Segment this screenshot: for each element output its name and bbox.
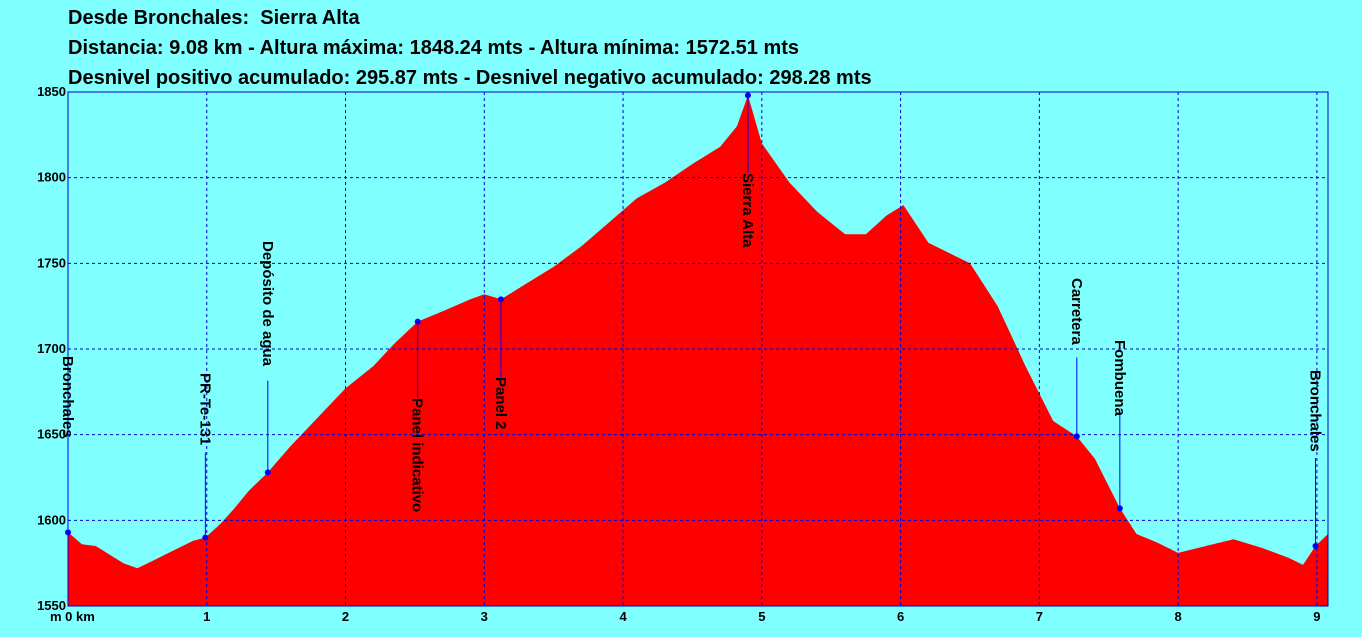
y-tick-label: 1800 [37, 170, 66, 185]
waypoint-label: Panel 2 [492, 377, 509, 430]
chart-subtitle-elevation: Desnivel positivo acumulado: 295.87 mts … [68, 67, 872, 89]
y-tick-label: 1550 [37, 598, 66, 613]
x-tick-label: 9 [1313, 609, 1320, 624]
waypoint-marker [414, 318, 421, 325]
waypoint-marker [1312, 543, 1319, 550]
waypoint-label: Depósito de agua [259, 241, 276, 367]
waypoint-marker [264, 469, 271, 476]
x-tick-label: 5 [758, 609, 765, 624]
y-tick-label: 1600 [37, 512, 66, 527]
waypoint-label: Bronchales [59, 356, 76, 438]
chart-title-block: Desde Bronchales: Sierra Alta Distancia:… [68, 3, 872, 93]
waypoint-marker [1116, 505, 1123, 512]
x-tick-label: 3 [481, 609, 488, 624]
x-tick-label: 6 [897, 609, 904, 624]
x-tick-label: 4 [619, 609, 627, 624]
chart-subtitle-distance: Distancia: 9.08 km - Altura máxima: 1848… [68, 37, 800, 59]
waypoint-marker [65, 529, 71, 536]
waypoint-label: Bronchales [1307, 370, 1324, 452]
y-tick-label: 1850 [37, 84, 66, 99]
elevation-area [68, 95, 1328, 607]
waypoint-label: Sierra Alta [739, 173, 756, 248]
y-tick-label: 1700 [37, 341, 66, 356]
waypoint-label: Fombuena [1111, 340, 1128, 416]
y-tick-label: 1750 [37, 255, 66, 270]
x-tick-label: 2 [342, 609, 349, 624]
waypoint-marker [744, 92, 751, 99]
waypoint-marker [1073, 433, 1080, 440]
y-tick-label: 1650 [37, 427, 66, 442]
plot-frame [67, 91, 1329, 607]
waypoint-marker [497, 296, 504, 303]
x-tick-label: 1 [203, 609, 210, 624]
waypoint-label: Panel indicativo [409, 398, 426, 512]
x-axis-unit-label: m 0 km [50, 609, 95, 624]
x-tick-label: 7 [1036, 609, 1043, 624]
waypoint-marker [202, 534, 209, 541]
chart-title: Desde Bronchales: Sierra Alta [68, 7, 360, 29]
waypoint-label: Carretera [1068, 278, 1085, 345]
x-tick-label: 8 [1175, 609, 1182, 624]
waypoint-label: PR-Te-131 [196, 373, 213, 445]
